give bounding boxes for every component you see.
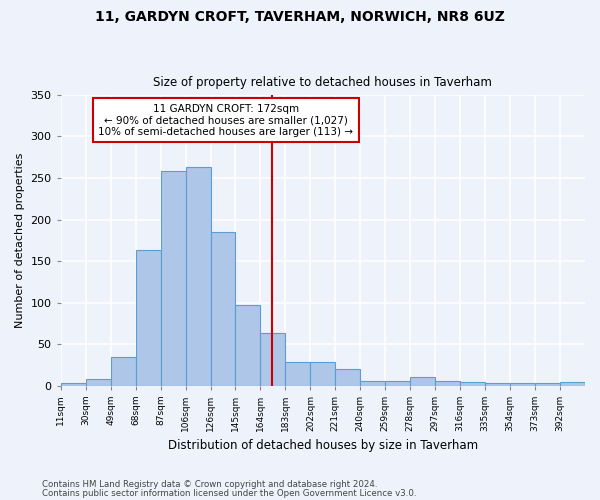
- Bar: [435, 381, 460, 386]
- Bar: [310, 362, 335, 386]
- Text: 11, GARDYN CROFT, TAVERHAM, NORWICH, NR8 6UZ: 11, GARDYN CROFT, TAVERHAM, NORWICH, NR8…: [95, 10, 505, 24]
- Title: Size of property relative to detached houses in Taverham: Size of property relative to detached ho…: [154, 76, 492, 90]
- Bar: [361, 381, 385, 386]
- Bar: [385, 381, 410, 386]
- Bar: [485, 384, 510, 386]
- Bar: [61, 384, 86, 386]
- Bar: [335, 369, 361, 386]
- Text: 11 GARDYN CROFT: 172sqm
← 90% of detached houses are smaller (1,027)
10% of semi: 11 GARDYN CROFT: 172sqm ← 90% of detache…: [98, 104, 353, 137]
- Bar: [535, 384, 560, 386]
- Bar: [286, 362, 310, 386]
- Text: Contains HM Land Registry data © Crown copyright and database right 2024.: Contains HM Land Registry data © Crown c…: [42, 480, 377, 489]
- Bar: [86, 379, 110, 386]
- Bar: [211, 232, 235, 386]
- Bar: [161, 172, 185, 386]
- Bar: [185, 167, 211, 386]
- Bar: [260, 334, 286, 386]
- Bar: [460, 382, 485, 386]
- Bar: [136, 250, 161, 386]
- Bar: [510, 384, 535, 386]
- Y-axis label: Number of detached properties: Number of detached properties: [15, 152, 25, 328]
- Bar: [110, 356, 136, 386]
- Bar: [560, 382, 585, 386]
- Bar: [235, 305, 260, 386]
- X-axis label: Distribution of detached houses by size in Taverham: Distribution of detached houses by size …: [168, 440, 478, 452]
- Bar: [410, 378, 435, 386]
- Text: Contains public sector information licensed under the Open Government Licence v3: Contains public sector information licen…: [42, 489, 416, 498]
